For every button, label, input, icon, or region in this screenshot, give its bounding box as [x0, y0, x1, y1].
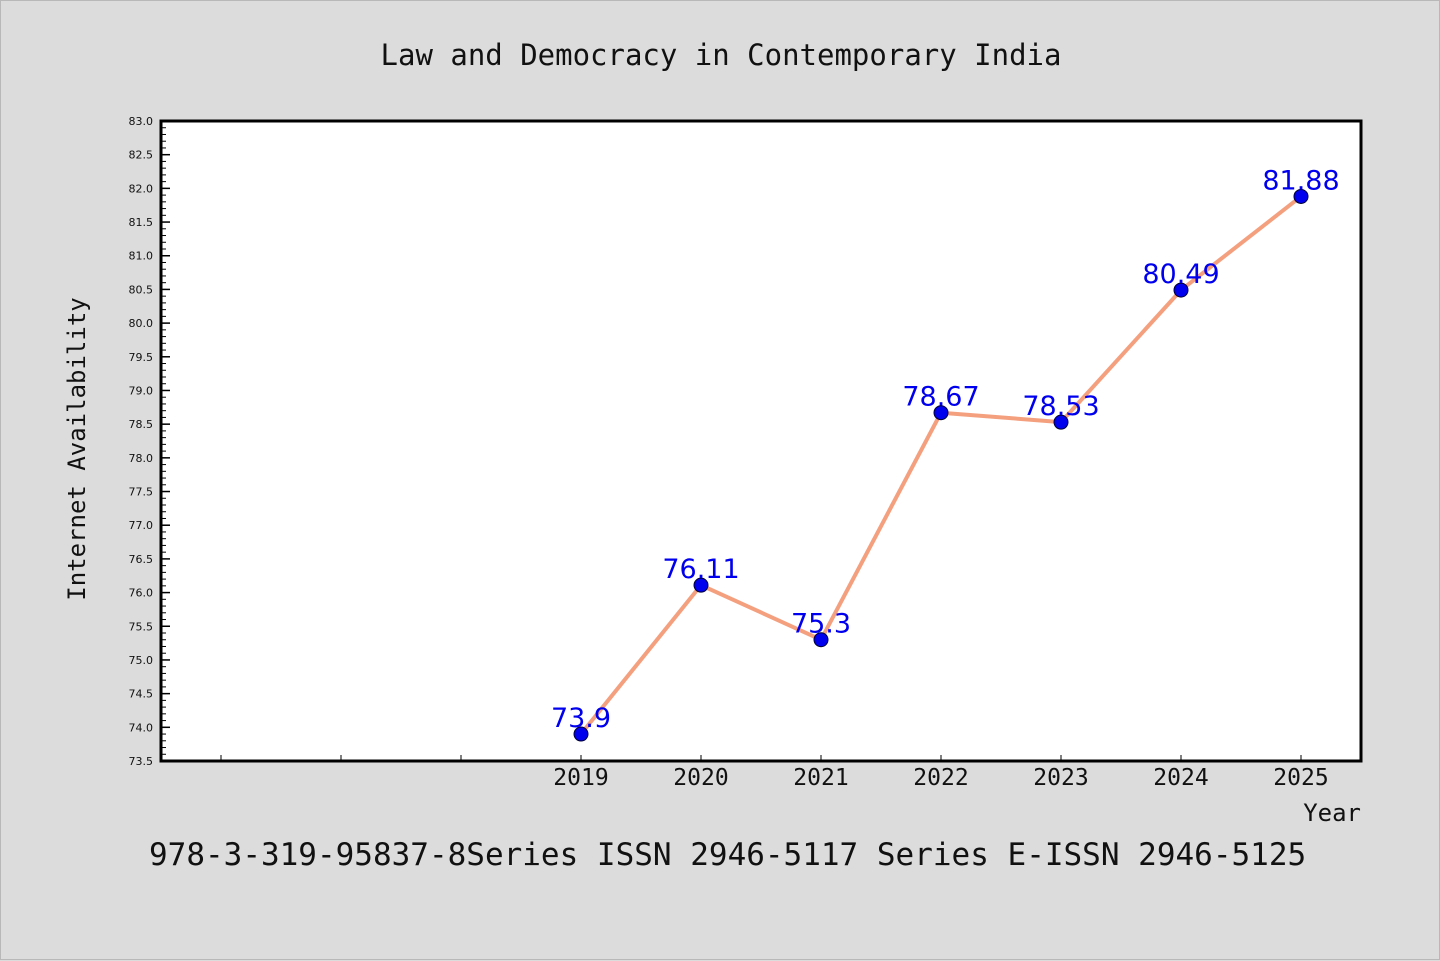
chart-title: Law and Democracy in Contemporary India — [381, 38, 1062, 72]
data-point — [1053, 414, 1069, 430]
y-tick-label: 80.0 — [129, 317, 154, 330]
y-major-ticks — [161, 120, 170, 762]
y-tick-label: 76.0 — [129, 587, 154, 600]
data-label: 80.49 — [1142, 259, 1219, 290]
x-tick-label: 2022 — [913, 765, 968, 791]
plot-area — [159, 119, 1363, 763]
y-tick-label: 79.5 — [129, 351, 154, 364]
x-tick-label: 2025 — [1273, 765, 1328, 791]
x-tick-label: 2019 — [553, 765, 608, 791]
y-tick-labels: 73.5 74.0 74.5 75.0 75.5 76.0 76.5 77.0 77.5 78.0… — [129, 115, 154, 768]
y-tick-label: 74.5 — [129, 688, 154, 701]
data-label: 81.88 — [1262, 165, 1339, 196]
data-point — [1173, 282, 1189, 298]
y-tick-label: 75.5 — [129, 620, 154, 633]
y-tick-label: 78.0 — [129, 452, 154, 465]
y-tick-label: 78.5 — [129, 418, 154, 431]
data-label: 78.53 — [1022, 391, 1099, 422]
footer-identifiers: 978-3-319-95837-8Series ISSN 2946-5117 S… — [149, 837, 1306, 873]
data-label: 78.67 — [902, 382, 979, 413]
x-axis-label: Year — [1303, 799, 1361, 827]
data-point — [933, 405, 949, 421]
x-tick-labels: 2019 2020 2021 2022 2023 2024 2025 — [553, 765, 1328, 791]
y-tick-label: 82.5 — [129, 149, 154, 162]
series-points — [573, 188, 1309, 742]
data-point — [813, 632, 829, 648]
x-tick-label: 2020 — [673, 765, 728, 791]
y-tick-label: 83.0 — [129, 115, 154, 128]
y-tick-label: 77.0 — [129, 519, 154, 532]
y-tick-label: 82.0 — [129, 182, 154, 195]
x-tick-label: 2024 — [1153, 765, 1208, 791]
data-label: 73.9 — [551, 703, 611, 734]
data-point — [573, 726, 589, 742]
x-tick-label: 2023 — [1033, 765, 1088, 791]
y-tick-label: 81.0 — [129, 250, 154, 263]
data-label: 75.3 — [791, 609, 851, 640]
y-tick-label: 74.0 — [129, 721, 154, 734]
y-tick-label: 77.5 — [129, 486, 154, 499]
x-tick-label: 2021 — [793, 765, 848, 791]
y-tick-label: 79.0 — [129, 384, 154, 397]
data-labels: 73.9 76.11 75.3 78.67 78.53 80.49 81.88 — [551, 165, 1340, 734]
data-point — [1293, 188, 1309, 204]
x-ticks — [220, 755, 1302, 761]
data-label: 76.11 — [662, 554, 739, 585]
y-tick-label: 80.5 — [129, 283, 154, 296]
y-tick-label: 76.5 — [129, 553, 154, 566]
y-tick-label: 75.0 — [129, 654, 154, 667]
data-point — [693, 577, 709, 593]
y-tick-label: 73.5 — [129, 755, 154, 768]
y-tick-label: 81.5 — [129, 216, 154, 229]
y-axis-label: Internet Availability — [63, 297, 91, 600]
